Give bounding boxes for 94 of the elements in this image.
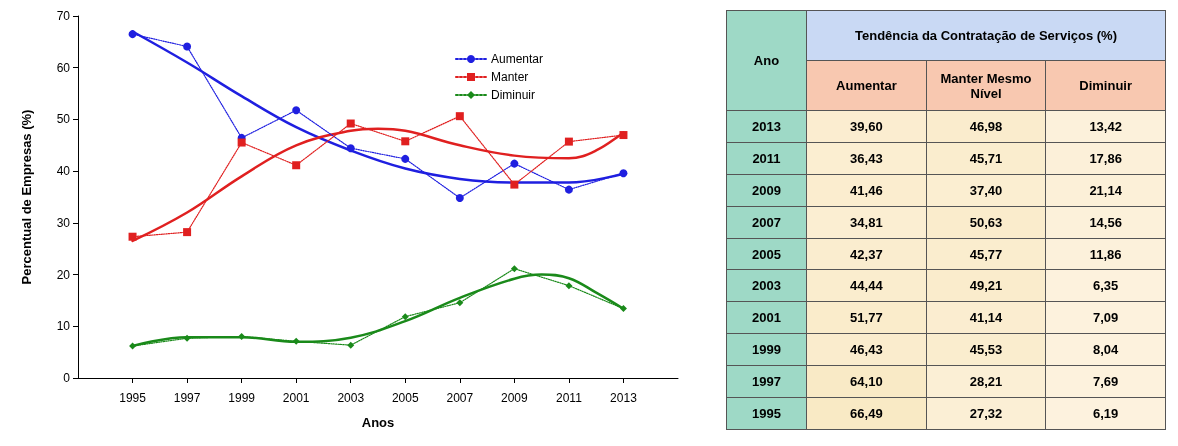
x-tick-label: 2003: [337, 391, 365, 405]
y-tick-label: 2005: [726, 238, 807, 270]
data-label: 8,04: [1045, 333, 1166, 366]
y-tick-label: 30: [56, 215, 71, 230]
data-label: 45,77: [926, 238, 1046, 270]
x-tick-label: 1997: [173, 391, 201, 405]
data-label: 66,49: [806, 397, 927, 430]
y-tick-label: 60: [56, 60, 71, 75]
data-label: 6,35: [1045, 269, 1166, 302]
point: [292, 337, 300, 345]
x-tick-label: Aumentar: [806, 60, 927, 111]
y-tick-label: 2013: [726, 110, 807, 143]
x-tick-label: 1999: [228, 391, 256, 405]
point: [619, 131, 628, 140]
point: [564, 137, 573, 146]
y-tick-label: 70: [56, 9, 71, 23]
point: [292, 106, 301, 115]
point: [183, 42, 192, 51]
data-label: 64,10: [806, 365, 927, 398]
point: [401, 313, 409, 321]
y-axis-title: Percentual de Empresas (%): [19, 109, 34, 285]
point: [128, 232, 137, 241]
data-label: 28,21: [926, 365, 1046, 398]
data-label: 41,14: [926, 301, 1046, 334]
data-label: 46,98: [926, 110, 1046, 143]
data-label: 42,37: [806, 238, 927, 270]
x-tick-label: 2005: [391, 391, 419, 405]
data-label: 49,21: [926, 269, 1046, 302]
point: [510, 265, 518, 273]
point: [128, 30, 137, 39]
data-label: 27,32: [926, 397, 1046, 430]
data-label: 45,71: [926, 142, 1046, 175]
legend-label: Manter: [490, 70, 529, 84]
data-label: 45,53: [926, 333, 1046, 366]
data-label: 34,81: [806, 206, 927, 239]
data-label: 21,14: [1045, 174, 1166, 207]
x-tick-label: 2013: [610, 391, 638, 405]
point: [238, 332, 246, 340]
point: [292, 161, 301, 170]
point: [510, 180, 519, 189]
x-tick-label: 2001: [282, 391, 310, 405]
point: [401, 154, 410, 163]
y-tick-label: 2001: [726, 301, 807, 334]
point: [183, 334, 191, 342]
point: [346, 119, 355, 128]
x-tick-label: 2009: [501, 391, 529, 405]
data-label: 7,69: [1045, 365, 1166, 398]
y-tick-label: 50: [56, 112, 71, 127]
y-tick-label: 40: [56, 164, 71, 179]
point: [510, 159, 519, 168]
data-label: 41,46: [806, 174, 927, 207]
y-tick-label: 2011: [726, 142, 807, 175]
chart-title: Tendência da Contratação de Serviços (%): [806, 10, 1166, 61]
data-label: 46,43: [806, 333, 927, 366]
point: [619, 169, 628, 178]
data-label: 17,86: [1045, 142, 1166, 175]
data-label: 37,40: [926, 174, 1046, 207]
point: [183, 228, 192, 237]
y-tick-label: 2007: [726, 206, 807, 239]
point: [129, 342, 137, 350]
data-label: 11,86: [1045, 238, 1166, 270]
x-tick-label: Diminuir: [1045, 60, 1166, 111]
point: [619, 305, 627, 313]
y-axis-title: Ano: [726, 10, 807, 111]
data-label: 14,56: [1045, 206, 1166, 239]
data-label: 13,42: [1045, 110, 1166, 143]
data-label: 50,63: [926, 206, 1046, 239]
point: [564, 185, 573, 194]
y-tick-label: 0: [63, 371, 71, 385]
x-tick-label: 2007: [446, 391, 474, 405]
point: [455, 193, 464, 202]
x-axis-title: Anos: [361, 415, 395, 430]
y-tick-label: 2009: [726, 174, 807, 207]
data-label: 44,44: [806, 269, 927, 302]
x-tick-label: 2011: [556, 391, 583, 405]
y-tick-label: 10: [56, 319, 71, 334]
y-tick-label: 20: [56, 267, 71, 282]
point: [455, 112, 464, 121]
point: [237, 138, 246, 147]
data-label: 36,43: [806, 142, 927, 175]
point: [456, 299, 464, 307]
data-label: 39,60: [806, 110, 927, 143]
data-label: 51,77: [806, 301, 927, 334]
y-tick-label: 1999: [726, 333, 807, 366]
y-tick-label: 2003: [726, 269, 807, 302]
x-tick-label: 1995: [119, 391, 147, 405]
data-label: 6,19: [1045, 397, 1166, 430]
point: [401, 137, 410, 146]
point: [565, 282, 573, 290]
point: [347, 341, 355, 349]
point: [346, 144, 355, 153]
data-label: 7,09: [1045, 301, 1166, 334]
x-tick-label: Manter Mesmo Nível: [926, 60, 1046, 111]
legend-label: Diminuir: [490, 88, 535, 102]
